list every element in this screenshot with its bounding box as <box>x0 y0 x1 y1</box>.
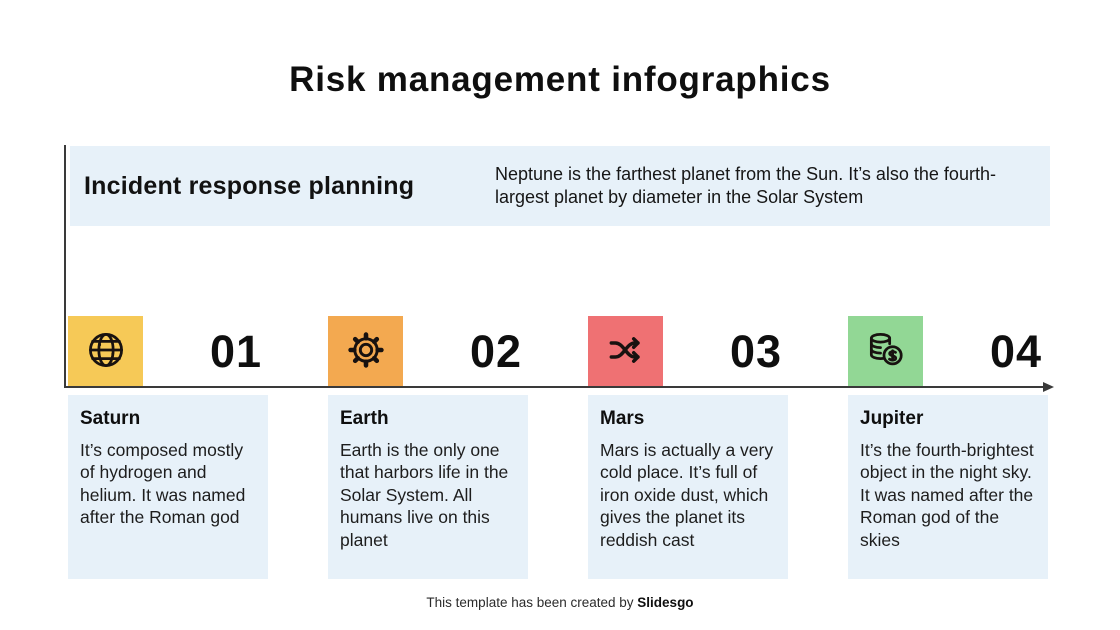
coins-icon <box>864 328 908 377</box>
footer-credit: This template has been created by Slides… <box>0 595 1120 610</box>
step-number: 03 <box>729 326 782 377</box>
globe-icon <box>84 328 128 377</box>
step-number: 02 <box>469 326 522 377</box>
step-icon-box <box>848 316 923 388</box>
step-head: 01 <box>68 316 268 388</box>
step-card-body: It’s the fourth-brightest object in the … <box>860 440 1034 550</box>
footer-brand: Slidesgo <box>637 595 694 610</box>
step-head: 03 <box>588 316 788 388</box>
step-2: 02 Earth Earth is the only one that harb… <box>328 316 528 579</box>
step-card-title: Saturn <box>80 408 141 429</box>
step-card-title: Mars <box>600 408 645 429</box>
step-card-body: Mars is actually a very cold place. It’s… <box>600 440 774 550</box>
timeline-axis-vertical <box>64 145 66 388</box>
step-3: 03 Mars Mars is actually a very cold pla… <box>588 316 788 579</box>
step-number: 01 <box>209 326 262 377</box>
step-icon-box <box>68 316 143 388</box>
header-bar: Incident response planning Neptune is th… <box>70 146 1050 226</box>
step-1: 01 Saturn It’s composed mostly of hydrog… <box>68 316 268 579</box>
step-4: 04 Jupiter It’s the fourth-brightest obj… <box>848 316 1048 579</box>
step-icon-box <box>588 316 663 388</box>
gear-icon <box>344 328 388 377</box>
timeline-arrow-icon <box>1043 382 1054 392</box>
step-card: Earth Earth is the only one that harbors… <box>328 395 528 579</box>
step-card: Jupiter It’s the fourth-brightest object… <box>848 395 1048 579</box>
shuffle-icon <box>604 328 648 377</box>
page-title: Risk management infographics <box>289 60 831 99</box>
step-card: Saturn It’s composed mostly of hydrogen … <box>68 395 268 579</box>
step-icon-box <box>328 316 403 388</box>
step-card-body: It’s composed mostly of hydrogen and hel… <box>80 440 246 528</box>
step-number: 04 <box>989 326 1042 377</box>
step-card-body: Earth is the only one that harbors life … <box>340 440 509 550</box>
footer-text: This template has been created by <box>426 595 638 610</box>
step-card-title: Earth <box>340 408 389 429</box>
step-head: 02 <box>328 316 528 388</box>
step-card-title: Jupiter <box>860 408 924 429</box>
timeline-axis-horizontal <box>64 386 1046 388</box>
step-head: 04 <box>848 316 1048 388</box>
step-card: Mars Mars is actually a very cold place.… <box>588 395 788 579</box>
header-heading: Incident response planning <box>84 171 415 200</box>
header-description: Neptune is the farthest planet from the … <box>495 163 996 207</box>
